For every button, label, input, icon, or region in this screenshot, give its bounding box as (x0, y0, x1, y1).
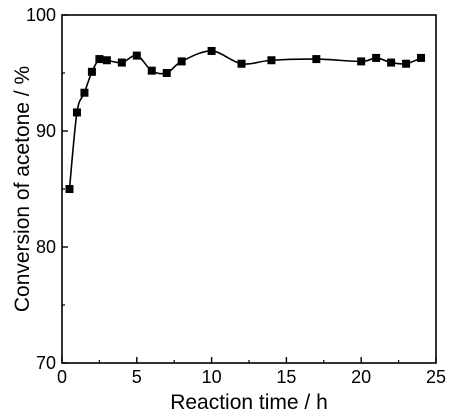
data-markers (65, 46, 426, 193)
y-tick-label: 100 (26, 5, 56, 25)
y-tick-label: 80 (36, 237, 56, 257)
data-point (87, 67, 96, 76)
data-point (95, 55, 104, 64)
data-point (417, 53, 426, 62)
data-point (162, 69, 171, 77)
data-point (312, 55, 321, 64)
series-line (68, 50, 422, 190)
x-tick-label: 25 (426, 367, 446, 387)
data-point (207, 46, 216, 55)
x-tick-label: 5 (132, 367, 142, 387)
x-tick-label: 20 (351, 367, 371, 387)
data-point (132, 51, 141, 60)
data-point (372, 53, 381, 62)
x-tick-label: 0 (57, 367, 67, 387)
data-point (237, 59, 246, 68)
x-axis-ticks: 0 5 10 15 20 25 (57, 357, 446, 387)
data-point (402, 59, 411, 68)
y-tick-label: 90 (36, 121, 56, 141)
data-point (177, 57, 186, 66)
x-tick-label: 10 (202, 367, 222, 387)
data-point (72, 108, 81, 117)
data-point (387, 58, 396, 67)
data-point (147, 66, 156, 75)
data-point (80, 88, 89, 97)
y-axis-title: Conversion of acetone / % (11, 66, 34, 312)
data-point (102, 56, 111, 65)
data-point (65, 185, 74, 193)
data-point (267, 56, 276, 65)
x-tick-label: 15 (276, 367, 296, 387)
data-point (357, 57, 366, 66)
data-point (117, 58, 126, 67)
y-tick-label: 70 (36, 353, 56, 373)
x-axis-title: Reaction time / h (170, 391, 328, 414)
plot-frame (61, 14, 437, 364)
